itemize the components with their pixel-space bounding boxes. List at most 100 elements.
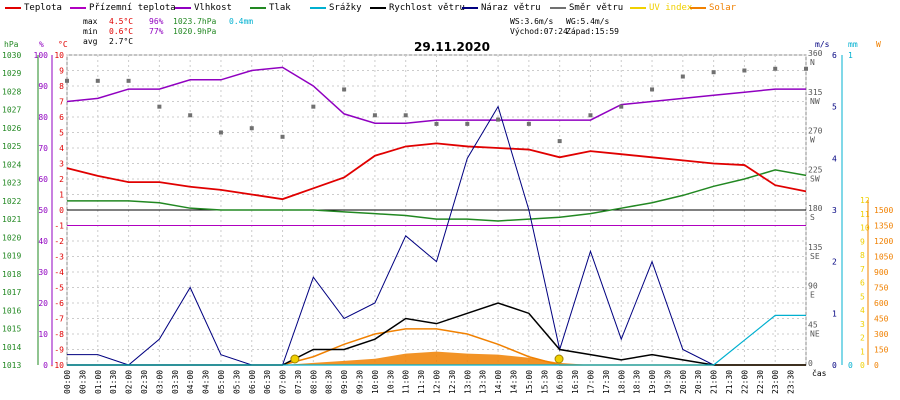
time-tick: 12:00 (433, 370, 442, 394)
humidity-tick: 40 (38, 237, 48, 246)
pressure-tick: 1024 (2, 160, 21, 169)
wind-direction-point (496, 117, 501, 122)
stats-min-humidity: 77% (149, 27, 164, 36)
wind-direction-point (65, 78, 69, 83)
uv-tick: 9 (860, 237, 865, 246)
pressure-tick: 1022 (2, 197, 21, 206)
pressure-tick: 1015 (2, 325, 21, 334)
time-tick: 00:30 (78, 370, 87, 394)
legend-swatch (70, 7, 86, 9)
time-tick: 22:30 (756, 370, 765, 394)
wind-direction-point (280, 134, 285, 139)
time-tick: 05:00 (217, 370, 226, 394)
wind-direction-point (650, 87, 655, 92)
time-tick: 03:00 (155, 370, 164, 394)
solar-tick: 150 (874, 346, 889, 355)
temperature-tick: -9 (54, 346, 64, 355)
direction-tick: 180 (808, 204, 823, 213)
sunset-time: Západ:15:59 (566, 27, 619, 36)
solar-tick: 750 (874, 284, 889, 293)
uv-tick: 4 (860, 306, 865, 315)
time-tick: 08:00 (309, 370, 318, 394)
time-tick: 23:30 (787, 370, 796, 394)
wind-direction-point (680, 74, 685, 79)
uv-tick: 0 (860, 361, 865, 370)
legend-swatch (690, 7, 706, 9)
time-tick: 11:30 (417, 370, 426, 394)
humidity-tick: 70 (38, 144, 48, 153)
wind-direction-point (742, 68, 747, 73)
wind-direction-point (342, 87, 347, 92)
temperature-tick: -5 (54, 284, 64, 293)
temperature-tick: -1 (54, 222, 64, 231)
wind-tick: 3 (832, 206, 837, 215)
humidity-tick: 50 (38, 206, 48, 215)
temperature-tick: -10 (50, 361, 65, 370)
uv-tick: 11 (860, 210, 870, 219)
wind-direction-point (372, 113, 377, 118)
wind-direction-point (403, 113, 408, 118)
solar-tick: 1200 (874, 237, 893, 246)
legend-item: UV index (630, 3, 692, 13)
wind-tick: 5 (832, 103, 837, 112)
stats-avg-temp: 2.7°C (109, 37, 134, 46)
humidity-line (66, 66, 806, 124)
time-tick: 11:00 (402, 370, 411, 394)
pressure-tick: 1016 (2, 306, 21, 315)
uv-tick: 7 (860, 265, 865, 274)
direction-label: W (810, 136, 815, 145)
direction-label: NE (810, 329, 820, 338)
wind-direction-point (526, 121, 531, 126)
temperature-tick: 2 (59, 175, 64, 184)
temperature-tick: 1 (59, 191, 64, 200)
direction-label: SW (810, 174, 820, 183)
wind-direction-point (619, 104, 624, 109)
wind-direction-point (434, 121, 439, 126)
stats-min-label: min (83, 27, 98, 36)
legend-label: Přízemní teplota (89, 3, 176, 13)
legend-swatch (5, 7, 21, 9)
direction-label: SE (810, 252, 820, 261)
temperature-tick: 3 (59, 160, 64, 169)
solar-tick: 0 (874, 361, 879, 370)
stats-max-label: max (83, 17, 98, 26)
solar-tick: 600 (874, 299, 889, 308)
stats-max-row: max 4.5°C 96% 1023.7hPa 0.4mm (83, 17, 253, 27)
legend-label: Náraz větru (481, 3, 541, 13)
pressure-tick: 1013 (2, 361, 21, 370)
humidity-tick: 30 (38, 268, 48, 277)
time-tick: 03:30 (171, 370, 180, 394)
stats-max-pressure: 1023.7hPa (173, 17, 217, 26)
wind-direction-point (804, 66, 808, 71)
legend-item: Srážky (310, 3, 362, 13)
pressure-tick: 1030 (2, 51, 21, 60)
time-tick: 10:30 (386, 370, 395, 394)
direction-tick: 90 (808, 282, 818, 291)
time-tick: 14:00 (494, 370, 503, 394)
direction-label: N (810, 58, 815, 67)
sunset-marker (554, 354, 564, 364)
humidity-tick: 60 (38, 175, 48, 184)
legend-swatch (550, 7, 566, 9)
sunrise-marker (290, 354, 300, 364)
time-tick: 01:30 (109, 370, 118, 394)
time-tick: 09:00 (340, 370, 349, 394)
stats-max-rain: 0.4mm (229, 17, 254, 26)
solar-tick: 1050 (874, 253, 893, 262)
pressure-line (67, 169, 807, 222)
time-tick: 22:00 (740, 370, 749, 394)
wind-speed-avg: WS:3.6m/s (510, 17, 554, 26)
wind-direction-point (588, 113, 593, 118)
legend-label: Vlhkost (194, 3, 232, 13)
wind-direction-point (95, 78, 100, 83)
rain-tick: 0 (848, 361, 853, 370)
time-tick: 19:30 (663, 370, 672, 394)
legend-swatch (175, 7, 191, 9)
wind-direction-point (711, 70, 716, 75)
stats-min-row: min 0.6°C 77% 1020.9hPa (83, 27, 253, 37)
humidity-tick: 100 (34, 51, 49, 60)
time-tick: 04:30 (202, 370, 211, 394)
time-tick: 13:00 (463, 370, 472, 394)
pressure-tick: 1021 (2, 215, 21, 224)
temperature-tick: 10 (54, 51, 64, 60)
